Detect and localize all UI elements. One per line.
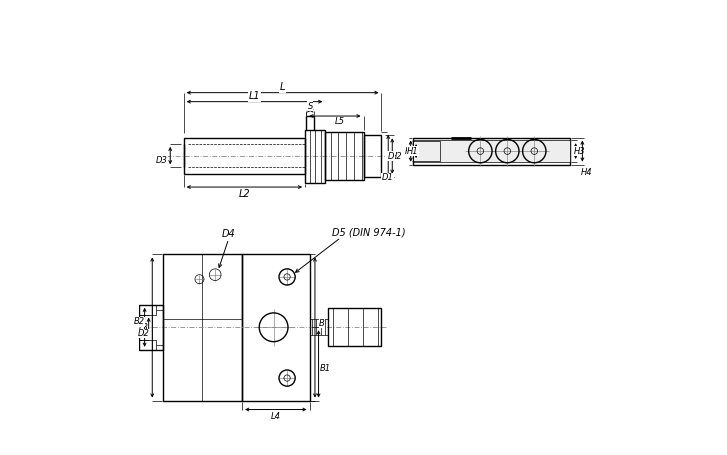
Bar bbox=[139, 305, 156, 315]
Text: B: B bbox=[319, 318, 325, 328]
Text: L: L bbox=[280, 82, 285, 92]
Text: L4: L4 bbox=[271, 412, 281, 421]
Bar bbox=[328, 308, 382, 346]
Bar bbox=[139, 305, 164, 350]
Bar bbox=[139, 340, 156, 350]
Text: L2: L2 bbox=[238, 189, 250, 199]
Bar bbox=[413, 137, 570, 165]
Text: D2: D2 bbox=[138, 329, 150, 338]
Text: H3: H3 bbox=[574, 147, 585, 156]
Bar bbox=[310, 319, 328, 335]
Bar bbox=[242, 254, 310, 400]
Bar bbox=[364, 136, 382, 177]
Text: H2: H2 bbox=[391, 152, 403, 161]
Text: H4: H4 bbox=[581, 168, 593, 177]
Text: H1: H1 bbox=[407, 147, 419, 156]
Bar bbox=[413, 140, 570, 162]
Bar bbox=[413, 141, 440, 161]
Text: L5: L5 bbox=[334, 117, 345, 126]
Bar bbox=[325, 132, 364, 180]
Text: S: S bbox=[308, 101, 313, 111]
Text: D: D bbox=[387, 152, 394, 161]
Text: B1: B1 bbox=[320, 364, 332, 373]
Text: B2: B2 bbox=[134, 318, 145, 326]
Text: D4: D4 bbox=[222, 229, 236, 239]
Text: H: H bbox=[404, 147, 411, 156]
Text: D5 (DIN 974-1): D5 (DIN 974-1) bbox=[332, 228, 406, 238]
Bar bbox=[184, 137, 305, 173]
Text: D1: D1 bbox=[382, 173, 393, 182]
Bar bbox=[305, 130, 325, 182]
Text: L1: L1 bbox=[249, 91, 260, 101]
Text: L3: L3 bbox=[139, 323, 149, 332]
Bar bbox=[164, 254, 242, 400]
Bar bbox=[139, 305, 152, 350]
Text: D3: D3 bbox=[156, 156, 167, 165]
